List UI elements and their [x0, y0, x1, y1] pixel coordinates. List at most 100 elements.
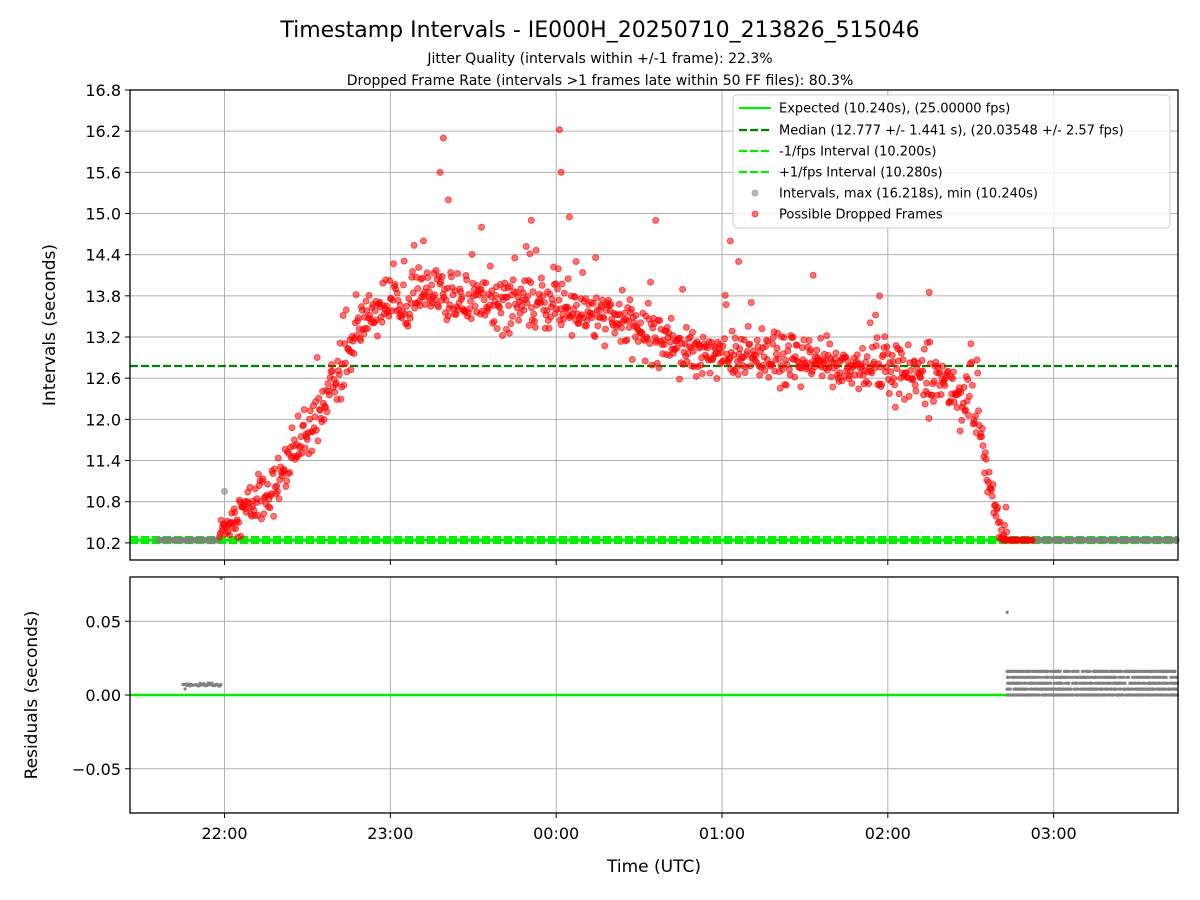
dropped-frame-point — [545, 324, 553, 332]
residual-point — [1122, 675, 1126, 679]
dropped-frame-point — [389, 260, 397, 268]
dropped-frame-point — [553, 285, 561, 293]
dropped-frame-point — [968, 381, 976, 389]
dropped-frame-point — [294, 412, 302, 420]
dropped-frame-point — [523, 299, 531, 307]
legend-frame — [732, 94, 1171, 229]
dropped-frame-point — [823, 332, 831, 340]
dropped-frame-point — [231, 508, 239, 516]
residual-point — [1028, 669, 1032, 674]
dropped-frame-point — [734, 371, 742, 379]
dropped-frame-point — [479, 289, 487, 297]
dropped-frame-point — [520, 306, 528, 314]
dropped-frame-point — [357, 337, 365, 345]
intervals-points — [154, 126, 1180, 544]
dropped-frame-point — [509, 276, 517, 284]
dropped-frame-point — [471, 302, 479, 310]
residual-point — [1058, 669, 1062, 674]
dropped-frame-point — [985, 468, 993, 476]
dropped-frame-point — [607, 300, 615, 308]
dropped-frame-point — [883, 343, 891, 351]
dropped-frame-point — [848, 379, 856, 387]
residual-point — [1067, 681, 1071, 685]
dropped-frame-point — [859, 344, 867, 352]
dropped-frame-point — [982, 455, 990, 463]
residual-point — [1143, 681, 1147, 685]
dropped-frame-point — [941, 382, 949, 390]
dropped-frame-point — [981, 449, 989, 457]
dropped-frame-point — [274, 454, 282, 462]
residual-point — [1067, 675, 1071, 679]
residual-point — [1075, 681, 1079, 685]
dropped-frame-point — [275, 495, 283, 503]
dropped-frame-point — [324, 379, 332, 387]
dropped-frame-outlier — [436, 168, 444, 176]
dropped-frame-outlier — [876, 292, 884, 300]
residual-point — [1085, 681, 1089, 685]
dropped-frame-point — [582, 295, 590, 303]
dropped-frame-point — [773, 344, 781, 352]
dropped-frame-point — [637, 319, 645, 327]
legend-entry-minus-fps: -1/fps Interval (10.200s) — [779, 145, 936, 160]
dropped-frame-point — [667, 314, 675, 322]
dropped-frame-point — [956, 427, 964, 435]
dropped-frame-point — [829, 383, 837, 391]
dropped-frame-point — [371, 307, 379, 315]
dropped-frame-point — [752, 351, 760, 359]
dropped-frame-outlier — [925, 288, 933, 296]
dropped-frame-point — [866, 319, 874, 327]
residual-point — [1060, 681, 1064, 685]
dropped-frame-point — [930, 377, 938, 385]
residual-point — [1111, 693, 1115, 697]
dropped-frame-point — [493, 324, 501, 332]
residual-point — [1138, 681, 1142, 685]
residual-point — [1120, 669, 1124, 674]
dropped-frame-point — [818, 372, 826, 380]
dropped-frame-point — [283, 477, 291, 485]
dropped-frame-point — [789, 333, 797, 341]
dropped-frame-point — [300, 406, 308, 414]
dropped-frame-point — [554, 265, 562, 273]
dropped-frame-point — [342, 306, 350, 314]
dropped-frame-point — [912, 387, 920, 395]
dropped-frame-point — [973, 356, 981, 364]
dropped-frame-point — [386, 277, 394, 285]
residual-point — [1103, 693, 1108, 697]
dropped-frame-point — [626, 296, 634, 304]
dropped-frame-point — [591, 333, 599, 341]
dropped-frame-point — [743, 348, 751, 356]
dropped-frame-point — [958, 416, 966, 424]
x-tick-label: 00:00 — [533, 824, 579, 843]
legend-entry-dropped: Possible Dropped Frames — [779, 208, 943, 223]
dropped-frame-point — [434, 303, 442, 311]
dropped-frame-point — [564, 275, 572, 283]
dropped-frame-point — [528, 304, 536, 312]
dropped-frame-point — [647, 278, 655, 286]
dropped-frame-point — [486, 262, 494, 270]
dropped-frame-point — [785, 365, 793, 373]
dropped-frame-point — [274, 487, 282, 495]
dropped-frame-point — [964, 376, 972, 384]
dropped-frame-point — [865, 380, 873, 388]
dropped-frame-point — [270, 465, 278, 473]
dropped-frame-point — [425, 288, 433, 296]
dropped-frame-point — [611, 329, 619, 337]
intervals-y-tick-label: 14.4 — [85, 246, 121, 265]
dropped-frame-point — [909, 375, 917, 383]
dropped-frame-point — [260, 510, 268, 518]
residual-point — [1160, 693, 1164, 697]
intervals-y-tick-label: 15.6 — [85, 163, 121, 182]
dropped-frame-point — [543, 307, 551, 315]
intervals-y-tick-label: 16.2 — [85, 122, 121, 141]
dropped-frame-point — [706, 369, 714, 377]
dropped-frame-point — [539, 292, 547, 300]
dropped-frame-point — [746, 340, 754, 348]
intervals-y-tick-label: 11.4 — [85, 452, 121, 471]
residual-point — [1102, 681, 1106, 685]
dropped-frame-point — [698, 369, 706, 377]
residual-point — [1094, 675, 1098, 679]
dropped-frame-point — [270, 512, 278, 520]
dropped-frame-point — [555, 296, 563, 304]
intervals-y-tick-label: 12.6 — [85, 369, 121, 388]
dropped-frame-point — [501, 279, 509, 287]
